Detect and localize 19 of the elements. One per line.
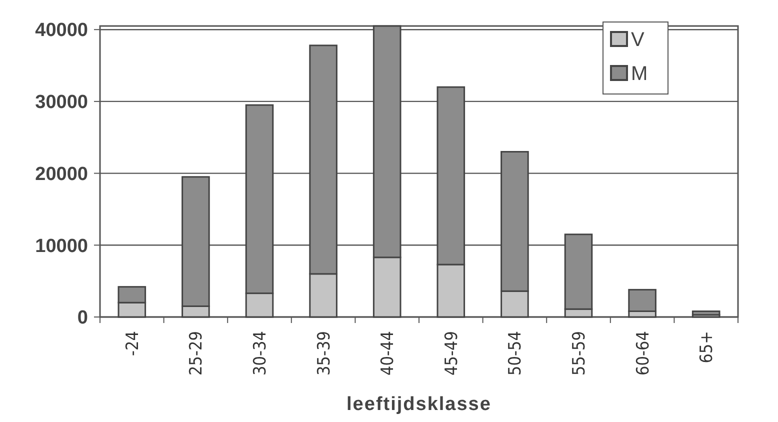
bar (692, 310, 720, 316)
y-tick-label: 40000 (35, 20, 88, 42)
legend-label: V (631, 29, 645, 51)
x-tick-label: 60-64 (633, 331, 654, 376)
y-tick-label: 10000 (35, 236, 88, 257)
x-tick-label: 65+ (697, 331, 718, 364)
y-tick-label: 30000 (35, 92, 88, 114)
x-tick-label: 25-29 (186, 331, 207, 376)
x-tick-label: 35-39 (314, 331, 334, 376)
x-axis-title: leeftijdsklasse (346, 394, 492, 415)
x-tick-label: 50-54 (506, 331, 526, 376)
y-tick-label: 20000 (35, 164, 88, 185)
x-tick-label: 45-49 (442, 331, 462, 376)
legend-label: M (631, 63, 648, 85)
x-tick-label: -24 (122, 331, 143, 356)
x-tick-label: 55-59 (569, 331, 590, 376)
x-tick-label: 30-34 (250, 331, 270, 376)
y-tick-label: 0 (77, 308, 88, 329)
x-tick-label: 40-44 (378, 331, 398, 376)
